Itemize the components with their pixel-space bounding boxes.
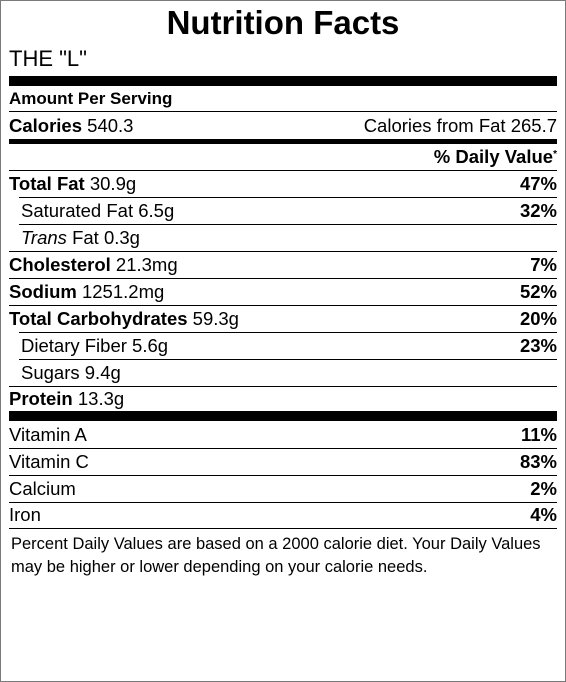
nutrient-percent: 7% — [530, 254, 557, 275]
nutrient-row-total-carbohydrates: Total Carbohydrates 59.3g 20% — [9, 306, 557, 332]
nutrient-label: Cholesterol — [9, 254, 111, 275]
nutrient-percent: 32% — [519, 200, 557, 221]
divider — [9, 305, 557, 306]
nutrient-row-trans-fat: Trans Fat 0.3g — [9, 225, 557, 251]
nutrient-label: Total Carbohydrates — [9, 308, 188, 329]
vitamin-percent: 11% — [520, 424, 557, 445]
calories-from-fat: Calories from Fat 265.7 — [364, 113, 557, 139]
thick-divider-vitamins — [9, 411, 557, 421]
vitamin-label: Vitamin A — [9, 424, 87, 445]
nutrient-percent: 52% — [519, 281, 557, 302]
thick-divider-top — [9, 76, 557, 86]
divider — [9, 278, 557, 279]
vitamin-row-iron: Iron 4% — [9, 502, 557, 528]
divider — [19, 332, 557, 333]
nutrient-percent: 23% — [519, 335, 557, 356]
nutrient-row-protein: Protein 13.3g — [9, 386, 557, 412]
daily-value-footnote: Percent Daily Values are based on a 2000… — [11, 535, 541, 576]
divider — [9, 111, 557, 112]
vitamin-row-c: Vitamin C 83% — [9, 449, 557, 475]
nutrient-amount: 5.6g — [132, 335, 169, 356]
nutrient-amount: 21.3mg — [115, 254, 178, 275]
label-title: Nutrition Facts — [166, 4, 400, 41]
vitamin-percent: 2% — [530, 478, 557, 499]
nutrient-row-saturated-fat: Saturated Fat 6.5g 32% — [9, 198, 557, 224]
daily-value-header-text: % Daily Value — [433, 146, 554, 167]
nutrient-label-italic: Trans — [21, 227, 67, 248]
medium-divider — [9, 139, 557, 144]
nutrient-amount: 6.5g — [138, 200, 175, 221]
nutrient-percent: 47% — [519, 173, 557, 194]
divider — [9, 170, 557, 171]
nutrient-label: Saturated Fat — [21, 200, 134, 221]
nutrient-label: Protein — [9, 388, 73, 409]
nutrient-label: Sodium — [9, 281, 77, 302]
divider — [19, 197, 557, 198]
nutrient-row-cholesterol: Cholesterol 21.3mg 7% — [9, 252, 557, 278]
divider — [9, 448, 557, 449]
vitamin-percent: 4% — [530, 504, 557, 525]
nutrient-row-total-fat: Total Fat 30.9g 47% — [9, 171, 557, 197]
calories-label: Calories — [9, 115, 83, 136]
nutrient-row-sodium: Sodium 1251.2mg 52% — [9, 279, 557, 305]
nutrient-amount: 9.4g — [84, 362, 121, 383]
nutrient-label: Sugars — [21, 362, 80, 383]
nutrient-percent: 20% — [519, 308, 557, 329]
vitamin-label: Calcium — [9, 478, 76, 499]
daily-value-header: % Daily Value* — [434, 144, 557, 170]
calories-from-fat-label: Calories from Fat — [363, 115, 506, 136]
calories-row: Calories 540.3 Calories from Fat 265.7 — [9, 113, 557, 139]
divider — [19, 359, 557, 360]
daily-value-asterisk: * — [553, 149, 557, 160]
divider — [9, 502, 557, 503]
recipe-name: THE "L" — [9, 46, 87, 71]
nutrient-amount: 0.3g — [103, 227, 140, 248]
divider — [9, 251, 557, 252]
vitamin-label: Vitamin C — [9, 451, 89, 472]
nutrient-amount: 59.3g — [192, 308, 239, 329]
vitamin-row-calcium: Calcium 2% — [9, 476, 557, 502]
divider — [9, 528, 557, 529]
daily-value-header-row: % Daily Value* — [9, 144, 557, 170]
calories-value: 540.3 — [87, 115, 134, 136]
vitamin-percent: 83% — [519, 451, 557, 472]
nutrient-label: Dietary Fiber — [21, 335, 127, 356]
nutrient-amount: 1251.2mg — [81, 281, 165, 302]
calories-from-fat-value: 265.7 — [510, 115, 557, 136]
divider — [9, 386, 557, 387]
divider — [19, 224, 557, 225]
nutrient-label: Total Fat — [9, 173, 85, 194]
amount-per-serving: Amount Per Serving — [9, 89, 173, 108]
nutrient-amount: 13.3g — [77, 388, 125, 409]
vitamin-row-a: Vitamin A 11% — [9, 422, 557, 448]
nutrient-row-sugars: Sugars 9.4g — [9, 360, 557, 386]
nutrient-amount: 30.9g — [89, 173, 137, 194]
nutrient-label: Fat — [72, 227, 99, 248]
divider — [9, 475, 557, 476]
nutrient-row-dietary-fiber: Dietary Fiber 5.6g 23% — [9, 333, 557, 359]
vitamin-label: Iron — [9, 504, 41, 525]
